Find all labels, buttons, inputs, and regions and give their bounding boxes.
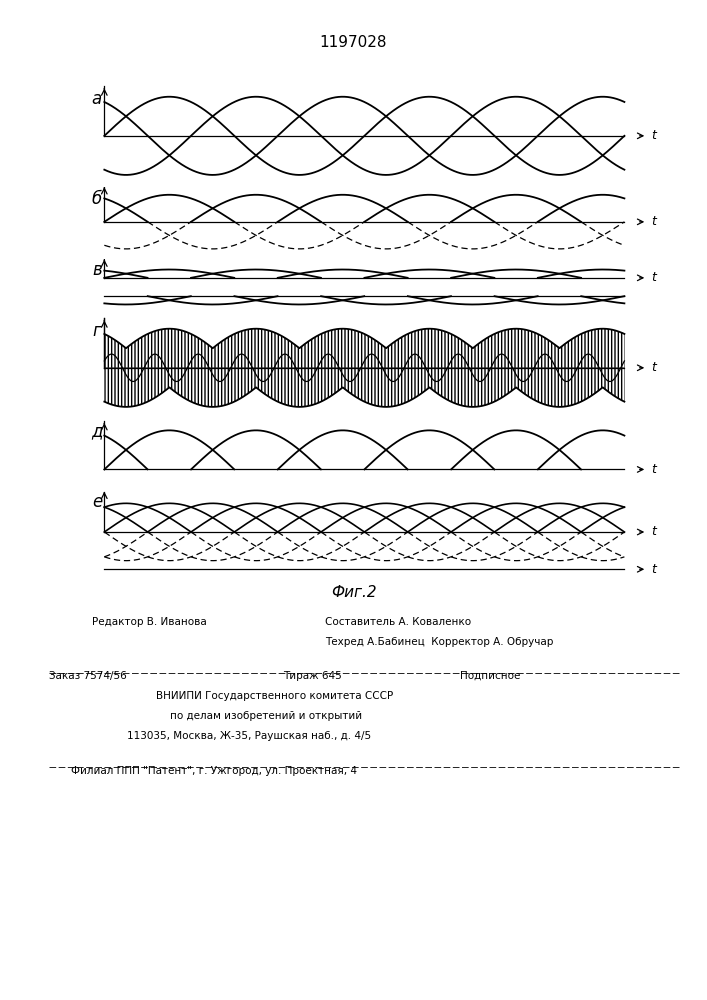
Text: t: t bbox=[651, 361, 656, 374]
Text: Составитель А. Коваленко: Составитель А. Коваленко bbox=[325, 617, 472, 627]
Text: 1197028: 1197028 bbox=[320, 35, 387, 50]
Text: а: а bbox=[92, 90, 102, 108]
Text: Заказ 7574/56: Заказ 7574/56 bbox=[49, 671, 127, 681]
Text: t: t bbox=[651, 525, 656, 538]
Text: в: в bbox=[92, 261, 102, 279]
Text: Техред А.Бабинец  Корректор А. Обручар: Техред А.Бабинец Корректор А. Обручар bbox=[325, 637, 554, 647]
Text: t: t bbox=[651, 463, 656, 476]
Text: б: б bbox=[92, 190, 102, 208]
Text: г: г bbox=[93, 322, 101, 340]
Text: t: t bbox=[651, 563, 656, 576]
Text: по делам изобретений и открытий: по делам изобретений и открытий bbox=[170, 711, 362, 721]
Text: Фиг.2: Фиг.2 bbox=[331, 585, 376, 600]
Text: t: t bbox=[651, 271, 656, 284]
Text: Подписное: Подписное bbox=[460, 671, 520, 681]
Text: t: t bbox=[651, 129, 656, 142]
Text: 113035, Москва, Ж-35, Раушская наб., д. 4/5: 113035, Москва, Ж-35, Раушская наб., д. … bbox=[127, 731, 371, 741]
Text: е: е bbox=[92, 493, 102, 511]
Text: д: д bbox=[91, 423, 103, 441]
Text: Редактор В. Иванова: Редактор В. Иванова bbox=[92, 617, 206, 627]
Text: ВНИИПИ Государственного комитета СССР: ВНИИПИ Государственного комитета СССР bbox=[156, 691, 393, 701]
Text: Тираж 645: Тираж 645 bbox=[283, 671, 341, 681]
Text: t: t bbox=[651, 215, 656, 228]
Text: Филиал ППП "Патент", г. Ужгород, ул. Проектная, 4: Филиал ППП "Патент", г. Ужгород, ул. Про… bbox=[71, 766, 357, 776]
